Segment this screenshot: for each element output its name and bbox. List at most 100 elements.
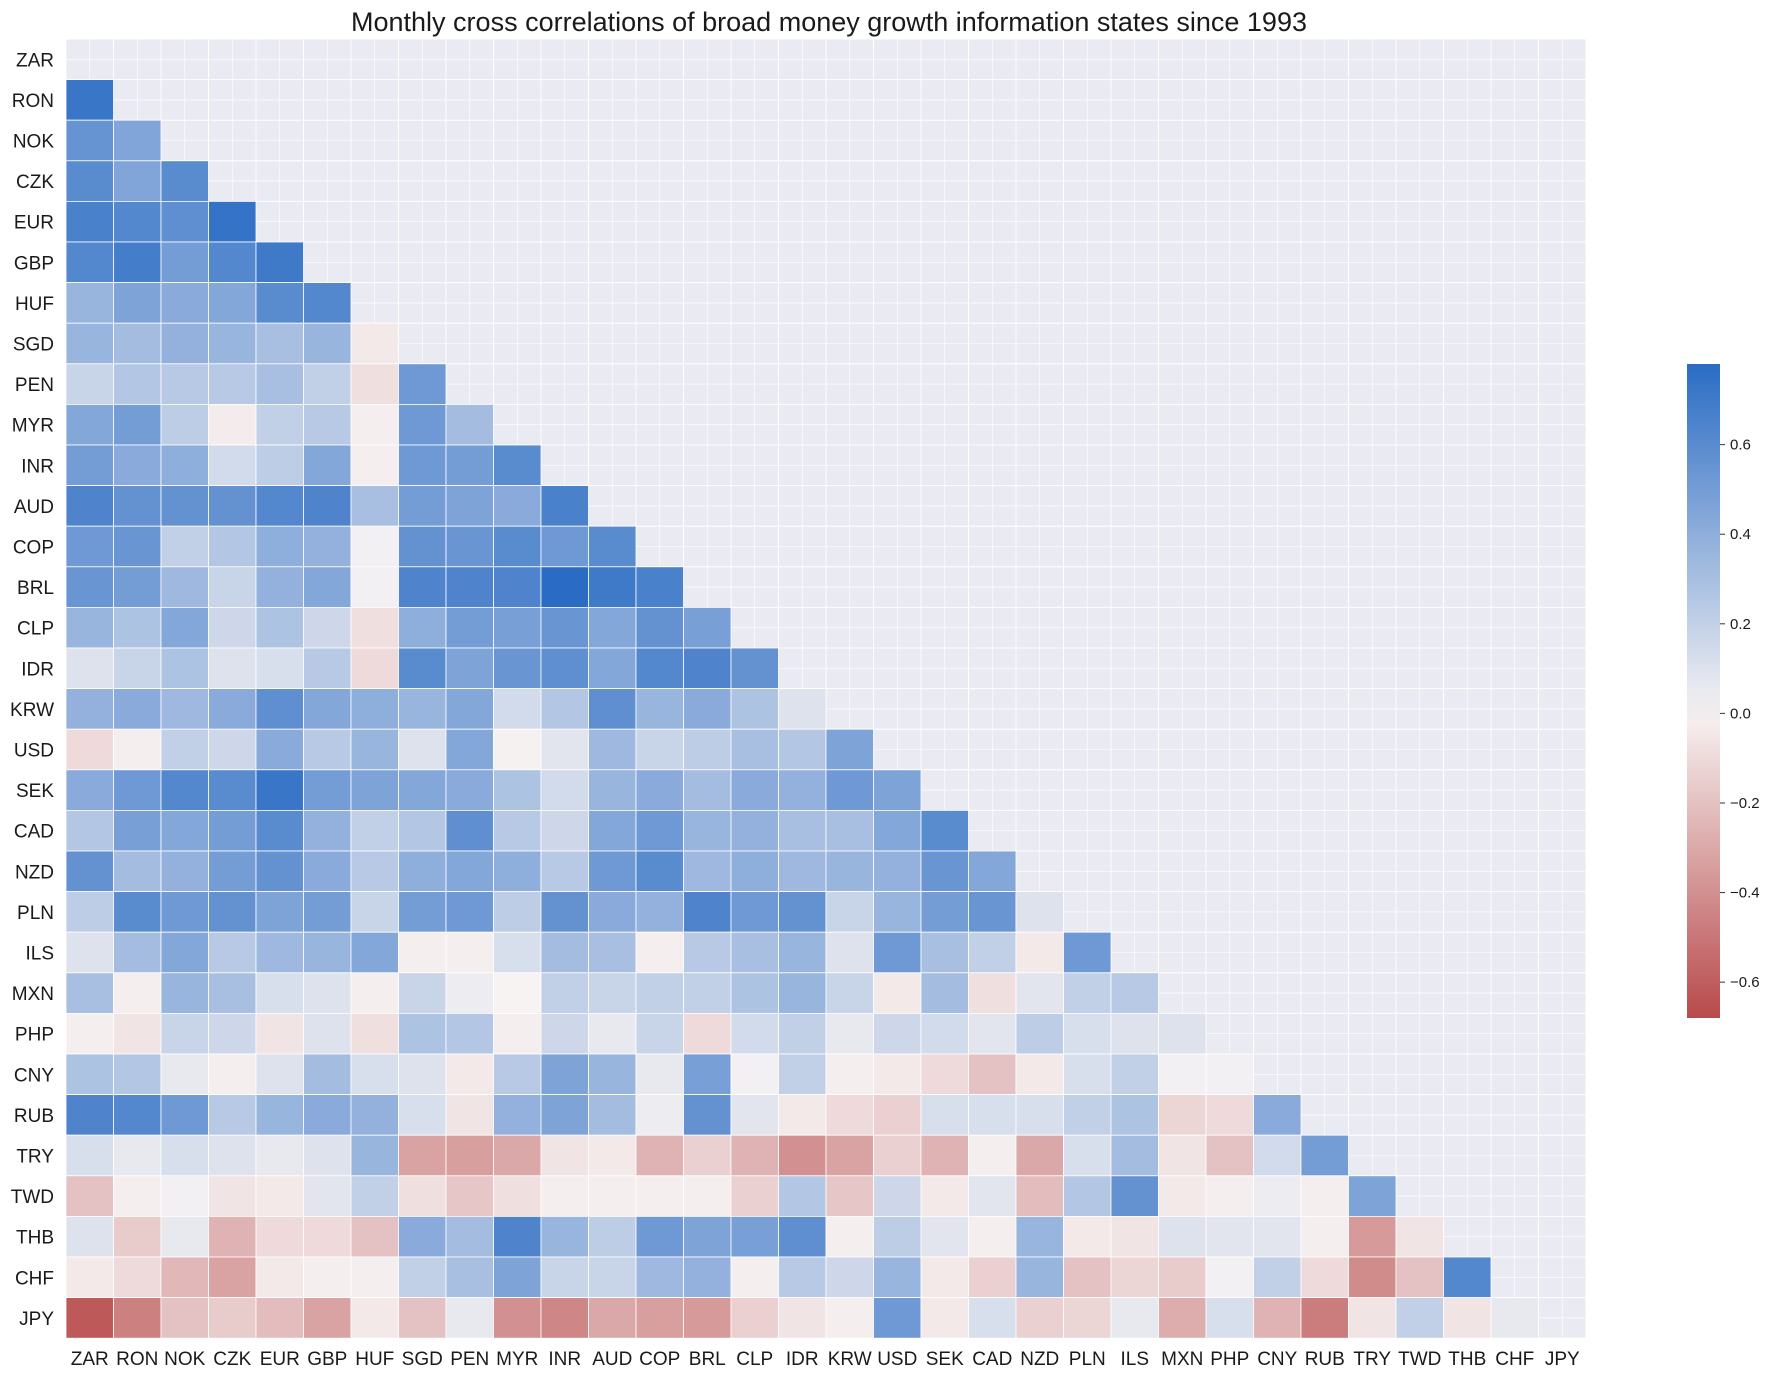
heatmap-cell-TRY-BRL: [683, 1134, 732, 1177]
heatmap-cell-AUD-SGD: [398, 485, 447, 527]
heatmap-cell-CNY-PEN: [445, 1053, 494, 1095]
heatmap-cell-RUB-PLN: [1063, 1094, 1112, 1136]
heatmap-cell-TWD-ILS: [1110, 1175, 1159, 1217]
heatmap-cell-JPY-AUD: [588, 1297, 637, 1339]
heatmap-cell-IDR-ZAR: [65, 647, 114, 689]
heatmap-cell-PHP-IDR: [778, 1013, 827, 1055]
heatmap-cell-JPY-COP: [635, 1297, 684, 1339]
y-tick-label: INR: [21, 456, 54, 477]
x-tick-label: SGD: [402, 1349, 443, 1370]
heatmap-cell-INR-HUF: [350, 444, 399, 486]
x-tick-label: PLN: [1069, 1349, 1106, 1370]
heatmap-cell-CHF-CLP: [730, 1256, 779, 1298]
heatmap-cell-THB-TWD: [1395, 1216, 1444, 1258]
heatmap-cell-MXN-COP: [635, 972, 684, 1014]
heatmap-cell-GBP-CZK: [208, 241, 257, 283]
heatmap-cell-NZD-CLP: [730, 850, 779, 892]
heatmap-cell-SEK-COP: [635, 769, 684, 811]
colorbar-tick-label: 0.4: [1730, 526, 1751, 543]
heatmap-cell-AUD-RON: [113, 485, 162, 527]
heatmap-cell-USD-ZAR: [65, 728, 114, 771]
heatmap-cell-RUB-MXN: [1158, 1094, 1207, 1136]
heatmap-cell-MXN-NOK: [160, 972, 209, 1014]
y-tick-label: ZAR: [16, 50, 54, 71]
colorbar-tick-label: 0.0: [1730, 705, 1751, 722]
heatmap-cell-TRY-CZK: [208, 1134, 257, 1177]
heatmap-cell-CLP-EUR: [255, 607, 304, 649]
heatmap-cell-USD-GBP: [303, 728, 352, 771]
heatmap-cell-ILS-CAD: [968, 931, 1017, 974]
heatmap-cell-PLN-BRL: [683, 891, 732, 933]
heatmap-cell-PLN-RON: [113, 891, 162, 933]
heatmap-cell-JPY-PEN: [445, 1297, 494, 1339]
heatmap-cell-HUF-GBP: [303, 282, 352, 324]
heatmap-cell-MXN-SGD: [398, 972, 447, 1014]
heatmap-cell-JPY-INR: [540, 1297, 589, 1339]
heatmap-cell-MXN-RON: [113, 972, 162, 1014]
heatmap-cell-COP-RON: [113, 525, 162, 568]
heatmap-cell-PLN-COP: [635, 891, 684, 933]
heatmap-cell-CAD-EUR: [255, 810, 304, 852]
heatmap-cell-HUF-NOK: [160, 282, 209, 324]
heatmap-cell-CHF-PLN: [1063, 1256, 1112, 1298]
heatmap-cell-JPY-IDR: [778, 1297, 827, 1339]
heatmap-cell-CAD-CZK: [208, 810, 257, 852]
y-tick-label: SEK: [16, 781, 54, 802]
heatmap-cell-CLP-COP: [635, 607, 684, 649]
heatmap-cell-JPY-MYR: [493, 1297, 542, 1339]
heatmap-cell-TRY-NOK: [160, 1134, 209, 1177]
heatmap-cell-PHP-MYR: [493, 1013, 542, 1055]
heatmap-cell-CLP-BRL: [683, 607, 732, 649]
heatmap-cell-CLP-ZAR: [65, 607, 114, 649]
heatmap-cell-CNY-AUD: [588, 1053, 637, 1095]
heatmap-cell-KRW-ZAR: [65, 688, 114, 730]
heatmap-cell-TWD-HUF: [350, 1175, 399, 1217]
heatmap-cell-CAD-AUD: [588, 810, 637, 852]
heatmap-cell-HUF-RON: [113, 282, 162, 324]
heatmap-cell-TRY-SEK: [920, 1134, 969, 1177]
heatmap-cell-MXN-NZD: [1015, 972, 1064, 1014]
x-tick-label: INR: [548, 1349, 581, 1370]
heatmap-cell-CLP-HUF: [350, 607, 399, 649]
heatmap-cell-JPY-SGD: [398, 1297, 447, 1339]
heatmap-cell-THB-NOK: [160, 1216, 209, 1258]
y-tick-label: EUR: [14, 213, 54, 234]
heatmap-cell-THB-BRL: [683, 1216, 732, 1258]
heatmap-cell-ILS-CLP: [730, 931, 779, 974]
heatmap-cell-PLN-GBP: [303, 891, 352, 933]
heatmap-cell-COP-CZK: [208, 525, 257, 568]
heatmap-cell-CHF-RON: [113, 1256, 162, 1298]
heatmap-cell-THB-PLN: [1063, 1216, 1112, 1258]
heatmap-cell-IDR-INR: [540, 647, 589, 689]
heatmap-cell-CNY-CAD: [968, 1053, 1017, 1095]
heatmap-cell-CNY-MYR: [493, 1053, 542, 1095]
heatmap-cell-RUB-PEN: [445, 1094, 494, 1136]
heatmap-cell-COP-ZAR: [65, 525, 114, 568]
heatmap-cell-MXN-KRW: [825, 972, 874, 1014]
x-tick-label: CZK: [213, 1349, 251, 1370]
heatmap-cell-SEK-EUR: [255, 769, 304, 811]
heatmap-cell-BRL-SGD: [398, 566, 447, 608]
heatmap-cell-PLN-MYR: [493, 891, 542, 933]
heatmap-cell-TWD-MXN: [1158, 1175, 1207, 1217]
heatmap-cell-CHF-KRW: [825, 1256, 874, 1298]
x-tick-label: MYR: [496, 1349, 538, 1370]
heatmap-cell-TRY-KRW: [825, 1134, 874, 1177]
heatmap-cell-PLN-IDR: [778, 891, 827, 933]
heatmap-cell-COP-INR: [540, 525, 589, 568]
heatmap-cell-NZD-PEN: [445, 850, 494, 892]
heatmap-cell-CHF-EUR: [255, 1256, 304, 1298]
heatmap-cell-BRL-GBP: [303, 566, 352, 608]
heatmap-cell-JPY-TWD: [1395, 1297, 1444, 1339]
heatmap-cell-CHF-NZD: [1015, 1256, 1064, 1298]
heatmap-cell-THB-RON: [113, 1216, 162, 1258]
heatmap-cell-CAD-SGD: [398, 810, 447, 852]
heatmap-cell-SGD-ZAR: [65, 322, 114, 365]
heatmap-cell-USD-NOK: [160, 728, 209, 771]
heatmap-cell-NZD-MYR: [493, 850, 542, 892]
heatmap-cell-PLN-PEN: [445, 891, 494, 933]
heatmap-cell-EUR-CZK: [208, 200, 257, 243]
heatmap-cell-KRW-MYR: [493, 688, 542, 730]
heatmap-cell-PLN-INR: [540, 891, 589, 933]
heatmap-cell-RUB-USD: [873, 1094, 922, 1136]
